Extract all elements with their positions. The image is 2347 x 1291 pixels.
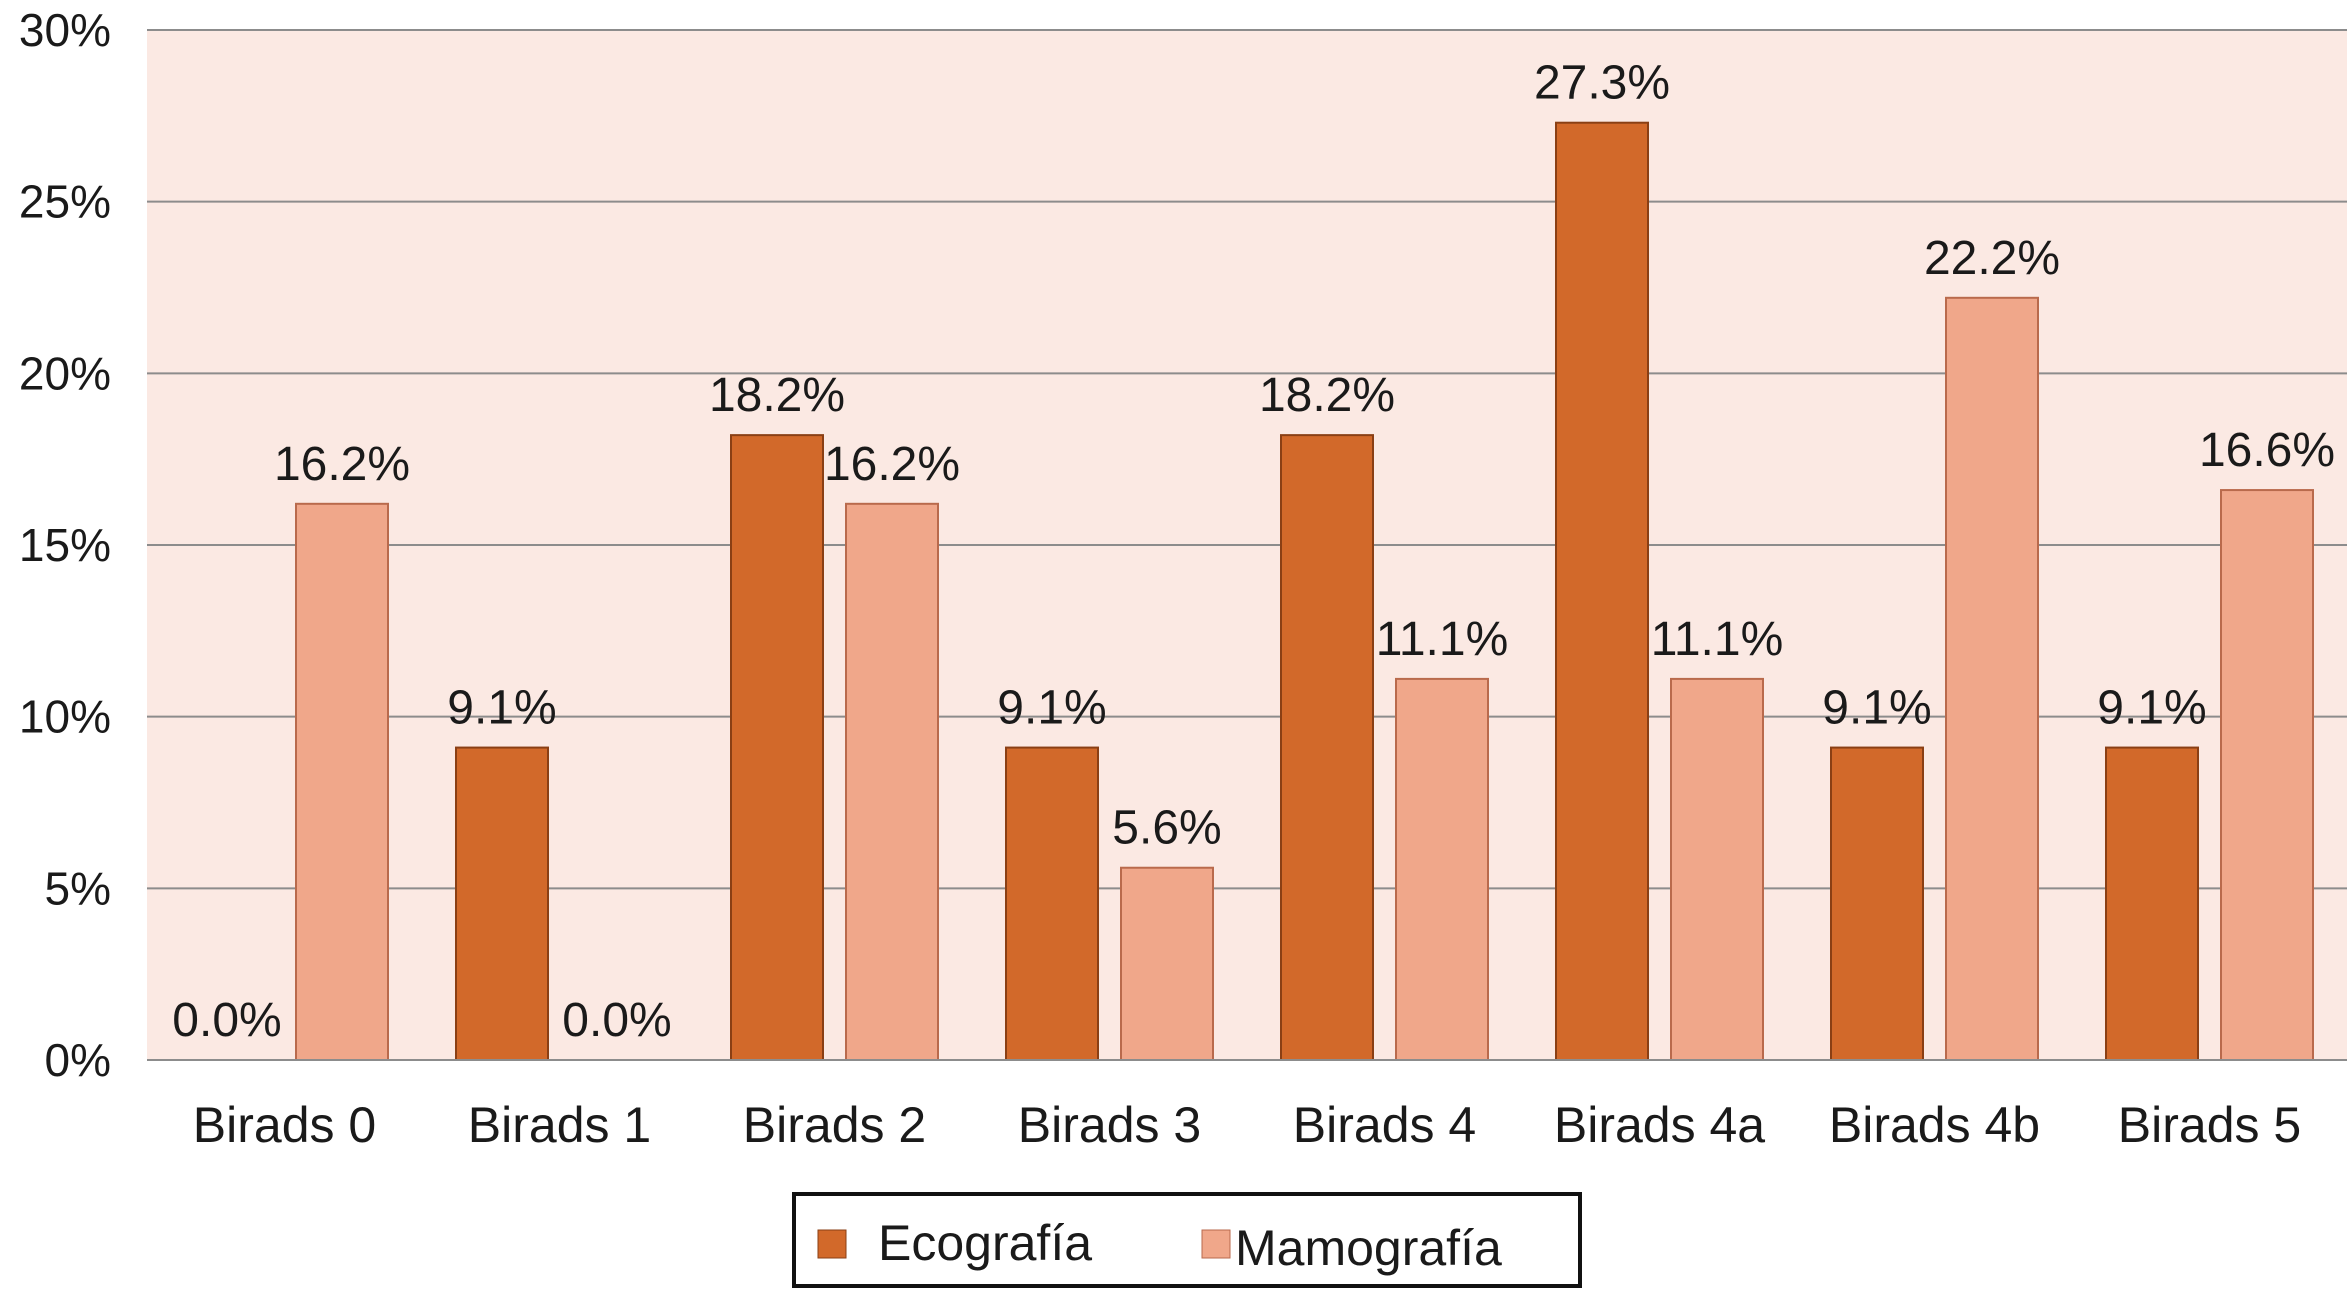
y-tick-label: 25% bbox=[19, 176, 111, 228]
bar-ecografia bbox=[455, 746, 549, 1061]
bar-mamografia bbox=[295, 502, 389, 1061]
x-tick-label: Birads 1 bbox=[468, 1097, 651, 1153]
legend-swatch-ecografia bbox=[817, 1229, 847, 1259]
y-tick-label: 20% bbox=[19, 347, 111, 399]
bar-ecografia bbox=[2105, 746, 2199, 1061]
data-label: 0.0% bbox=[172, 994, 281, 1047]
x-axis-ticks: Birads 0 Birads 1 Birads 2 Birads 3 Birads 4… bbox=[193, 1097, 2301, 1153]
x-tick-label: Birads 2 bbox=[743, 1097, 926, 1153]
bar-ecografia bbox=[1005, 746, 1099, 1061]
x-tick-label: Birads 4b bbox=[1829, 1097, 2040, 1153]
bar-mamografia bbox=[1120, 866, 1214, 1061]
bar-ecografia bbox=[1280, 434, 1374, 1061]
y-tick-label: 5% bbox=[45, 862, 111, 914]
x-tick-label: Birads 0 bbox=[193, 1097, 376, 1153]
y-tick-label: 10% bbox=[19, 691, 111, 743]
data-label: 16.2% bbox=[274, 438, 410, 491]
data-label: 9.1% bbox=[997, 682, 1106, 735]
x-tick-label: Birads 3 bbox=[1018, 1097, 1201, 1153]
legend: Ecografía Mamografía bbox=[792, 1192, 1582, 1288]
bar-ecografia bbox=[730, 434, 824, 1061]
legend-swatch-mamografia bbox=[1201, 1229, 1231, 1259]
legend-box bbox=[792, 1192, 1582, 1288]
data-labels: 0.0% 16.2% 9.1% 0.0% 18.2% 16.2% 9.1% 5.6% 18.2%… bbox=[172, 57, 2335, 1047]
data-label: 5.6% bbox=[1112, 802, 1221, 855]
data-label: 16.2% bbox=[824, 438, 960, 491]
y-tick-label: 0% bbox=[45, 1034, 111, 1086]
bar-ecografia bbox=[1555, 121, 1649, 1061]
data-label: 11.1% bbox=[1376, 613, 1509, 666]
bar-ecografia bbox=[1830, 746, 1924, 1061]
data-label: 16.6% bbox=[2199, 424, 2335, 477]
y-tick-label: 30% bbox=[19, 4, 111, 56]
y-axis-ticks: 0% 5% 10% 15% 20% 25% 30% bbox=[19, 4, 111, 1086]
y-tick-label: 15% bbox=[19, 519, 111, 571]
x-tick-label: Birads 4a bbox=[1554, 1097, 1765, 1153]
bar-mamografia bbox=[1670, 677, 1764, 1062]
data-label: 18.2% bbox=[1259, 369, 1395, 422]
bar-mamografia bbox=[845, 502, 939, 1061]
x-tick-label: Birads 4 bbox=[1293, 1097, 1476, 1153]
bar-mamografia bbox=[2220, 489, 2314, 1062]
bars bbox=[295, 121, 2314, 1062]
x-tick-label: Birads 5 bbox=[2118, 1097, 2301, 1153]
data-label: 9.1% bbox=[447, 682, 556, 735]
data-label: 9.1% bbox=[2097, 682, 2206, 735]
legend-label-ecografia: Ecografía bbox=[878, 1215, 1092, 1271]
data-label: 9.1% bbox=[1822, 682, 1931, 735]
data-label: 22.2% bbox=[1924, 232, 2060, 285]
data-label: 27.3% bbox=[1534, 57, 1670, 110]
data-label: 11.1% bbox=[1651, 613, 1784, 666]
legend-label-mamografia: Mamografía bbox=[1235, 1220, 1502, 1276]
bar-mamografia bbox=[1395, 677, 1489, 1062]
data-label: 0.0% bbox=[562, 994, 671, 1047]
data-label: 18.2% bbox=[709, 369, 845, 422]
bar-mamografia bbox=[1945, 296, 2039, 1061]
